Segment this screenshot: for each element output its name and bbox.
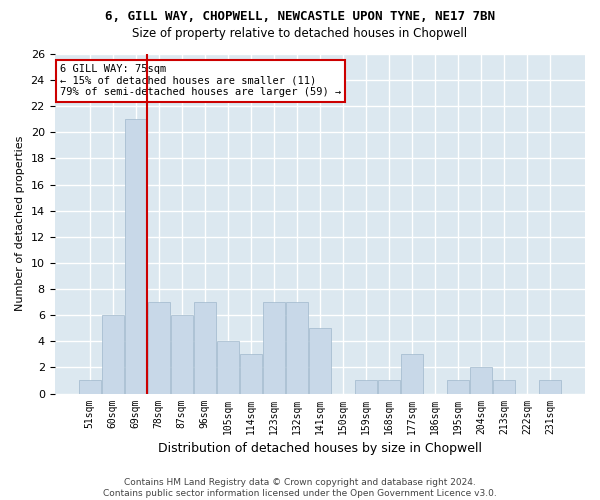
Bar xyxy=(217,342,239,394)
Bar xyxy=(263,302,284,394)
Bar xyxy=(309,328,331,394)
Bar xyxy=(171,315,193,394)
Bar xyxy=(148,302,170,394)
Bar xyxy=(539,380,561,394)
Bar xyxy=(470,368,492,394)
Bar xyxy=(286,302,308,394)
Bar xyxy=(447,380,469,394)
Bar xyxy=(240,354,262,394)
Bar xyxy=(401,354,423,394)
Bar xyxy=(79,380,101,394)
X-axis label: Distribution of detached houses by size in Chopwell: Distribution of detached houses by size … xyxy=(158,442,482,455)
Bar xyxy=(101,315,124,394)
Text: Size of property relative to detached houses in Chopwell: Size of property relative to detached ho… xyxy=(133,28,467,40)
Bar xyxy=(125,120,146,394)
Text: 6, GILL WAY, CHOPWELL, NEWCASTLE UPON TYNE, NE17 7BN: 6, GILL WAY, CHOPWELL, NEWCASTLE UPON TY… xyxy=(105,10,495,23)
Text: 6 GILL WAY: 75sqm
← 15% of detached houses are smaller (11)
79% of semi-detached: 6 GILL WAY: 75sqm ← 15% of detached hous… xyxy=(60,64,341,98)
Bar xyxy=(493,380,515,394)
Bar xyxy=(355,380,377,394)
Text: Contains HM Land Registry data © Crown copyright and database right 2024.
Contai: Contains HM Land Registry data © Crown c… xyxy=(103,478,497,498)
Bar xyxy=(194,302,215,394)
Bar xyxy=(378,380,400,394)
Y-axis label: Number of detached properties: Number of detached properties xyxy=(15,136,25,312)
